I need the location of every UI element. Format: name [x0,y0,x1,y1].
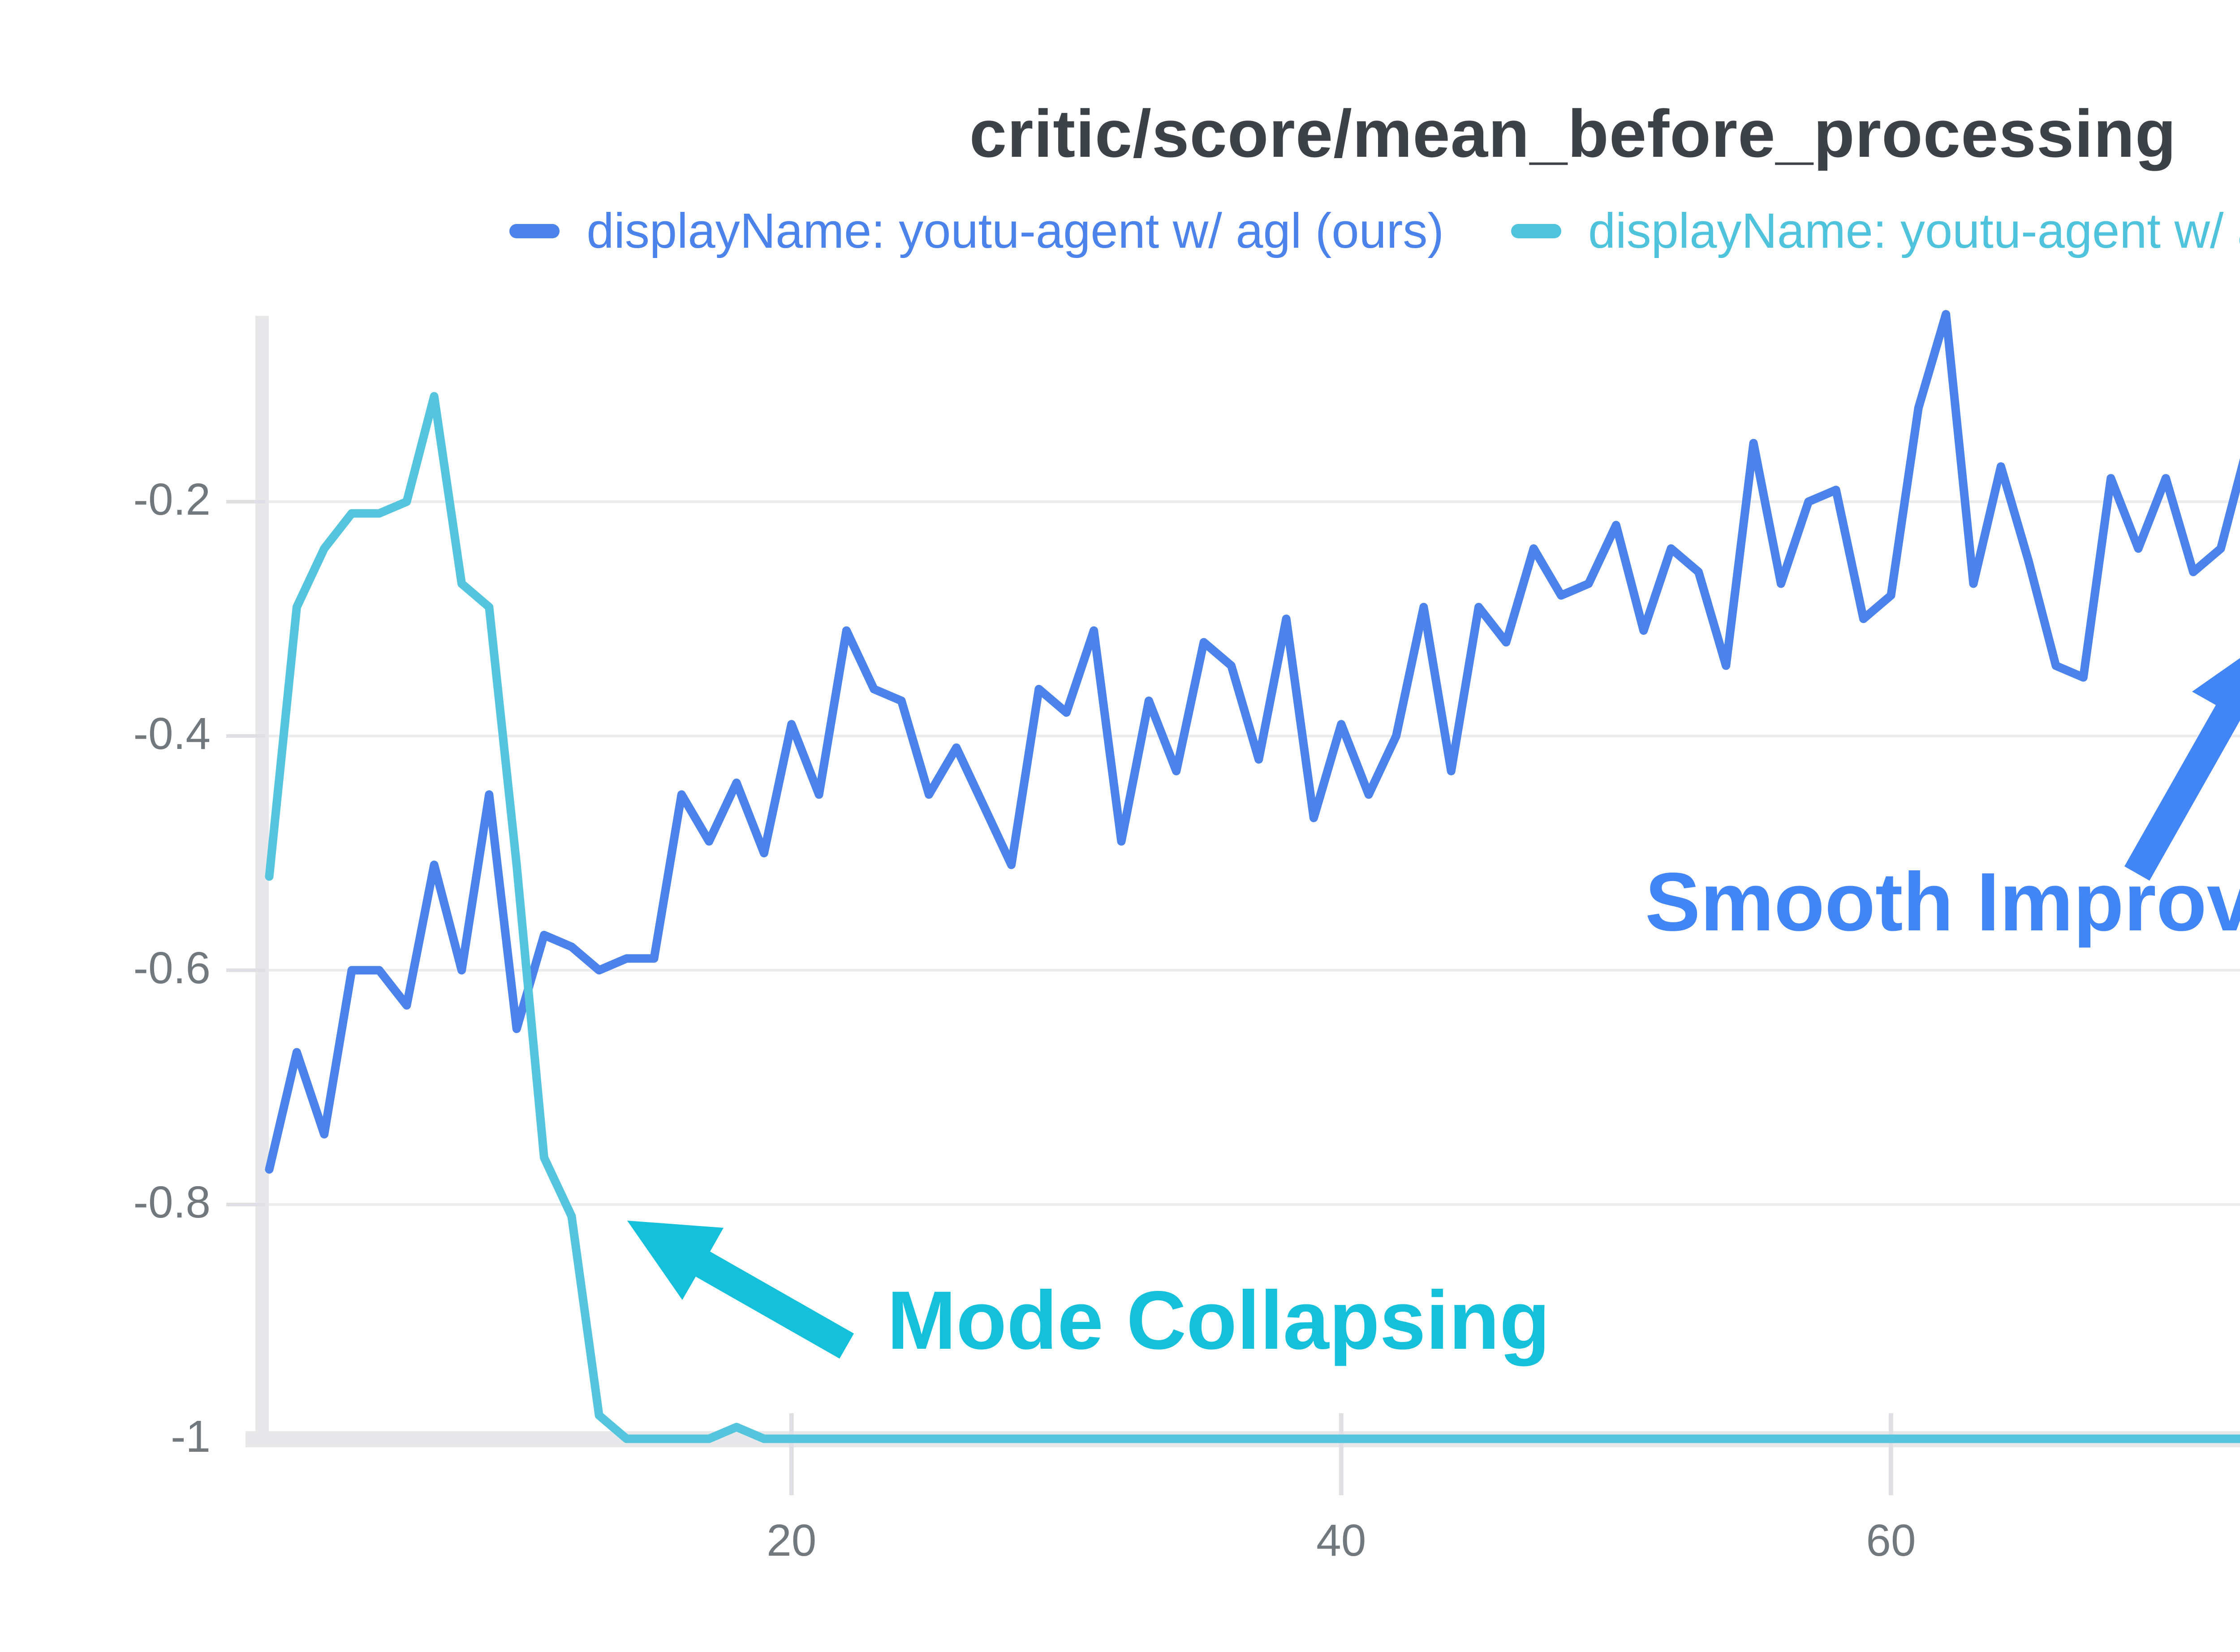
y-tick-label: -0.4 [133,708,211,759]
mode-collapsing-arrow [627,1221,854,1359]
legend-dash-icon [509,224,560,238]
x-tick-label: 60 [1866,1515,1916,1566]
series-line-official [265,392,2240,1443]
y-tick-label: -0.8 [133,1177,211,1227]
y-tick-label: -1 [171,1411,211,1462]
y-tick-label: -0.2 [133,474,211,525]
y-tick-label: -0.6 [133,942,211,993]
annotation-mode-collapsing: Mode Collapsing [887,1274,1550,1367]
legend-label: displayName: youtu-agent w/ agl (ours) [586,203,1444,258]
y-axis-line [255,316,269,1447]
series-line-ours [265,310,2240,1174]
legend-label: displayName: youtu-agent w/ agl (v0.2.2 … [1588,203,2240,258]
x-tick-label: 40 [1316,1515,1366,1566]
legend: displayName: youtu-agent w/ agl (ours) di… [0,202,2240,259]
smooth-improvement-arrow [2124,658,2240,881]
legend-dash-icon [1511,224,1561,238]
x-tick-label: 20 [767,1515,817,1566]
legend-item-official[interactable]: displayName: youtu-agent w/ agl (v0.2.2 … [1511,202,2240,259]
annotation-smooth-improvement: Smooth Improvement [1645,856,2240,948]
chart-title: critic/score/mean_before_processing [969,96,2177,171]
legend-item-ours[interactable]: displayName: youtu-agent w/ agl (ours) [509,202,1444,259]
